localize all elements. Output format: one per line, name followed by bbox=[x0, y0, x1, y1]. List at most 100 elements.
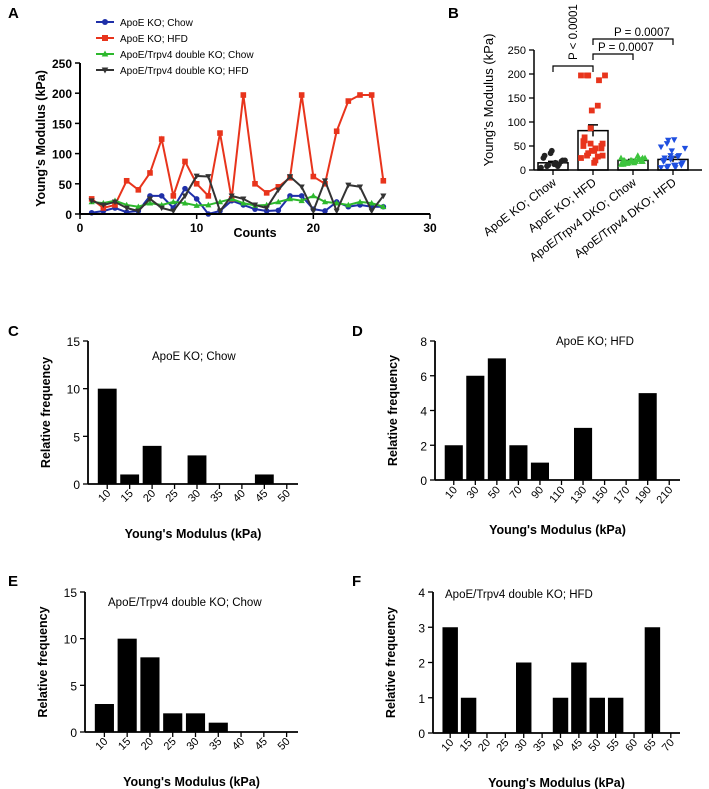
c-y-axis-title: Relative frequency bbox=[39, 357, 53, 468]
legend-marker-0 bbox=[102, 19, 108, 25]
legend-label-0: ApoE KO; Chow bbox=[120, 18, 194, 29]
data-point-s1-23 bbox=[357, 92, 363, 98]
data-point-s3-25 bbox=[380, 193, 387, 200]
y-tick-label-c-1: 5 bbox=[73, 430, 80, 444]
x-tick-label-d-0: 10 bbox=[443, 484, 460, 501]
b-point-1-23 bbox=[587, 140, 594, 147]
data-point-s1-19 bbox=[310, 173, 317, 180]
data-point-s2-21 bbox=[333, 199, 340, 206]
x-tick-label-e-8: 50 bbox=[276, 736, 293, 753]
b-y-tick-label-1: 50 bbox=[514, 141, 526, 153]
sig-label-1: P = 0.0007 bbox=[598, 42, 654, 54]
b-point-3-14 bbox=[657, 144, 665, 151]
legend-marker-2 bbox=[101, 50, 109, 57]
e-title: ApoE/Trpv4 double KO; Chow bbox=[108, 597, 262, 609]
b-point-3-2 bbox=[665, 163, 672, 170]
x-tick-label-f-6: 40 bbox=[550, 737, 567, 754]
x-tick-label-f-0: 10 bbox=[439, 737, 456, 754]
bar-c-4 bbox=[187, 455, 207, 484]
sig-label-2: P = 0.0007 bbox=[614, 27, 670, 39]
panel-a: A 0 50 100 150 200 250 0 10 20 30 Counts Young's Mod… bbox=[8, 5, 437, 240]
x-tick-label-d-1: 30 bbox=[465, 484, 482, 501]
data-point-s0-18 bbox=[298, 193, 305, 199]
data-point-s2-10 bbox=[205, 201, 212, 208]
data-point-s3-12 bbox=[228, 193, 235, 200]
b-point-1-13 bbox=[602, 72, 608, 79]
b-point-1-16 bbox=[585, 72, 592, 79]
x-tick-label-e-6: 40 bbox=[230, 736, 247, 753]
b-point-3-13 bbox=[681, 145, 689, 152]
data-point-s3-4 bbox=[135, 208, 142, 215]
x-tick-label-f-9: 55 bbox=[605, 737, 622, 754]
y-tick-label-e-2: 10 bbox=[64, 633, 78, 647]
b-point-1-19 bbox=[598, 145, 605, 152]
b-point-0-2 bbox=[545, 162, 552, 169]
b-point-3-12 bbox=[675, 153, 683, 159]
x-tick-label-d-7: 150 bbox=[590, 484, 611, 506]
y-tick-label-f-1: 1 bbox=[418, 692, 425, 706]
x-tick-label-d-5: 110 bbox=[547, 484, 567, 505]
bar-f-1 bbox=[460, 697, 477, 733]
e-x-axis-title: Young's Modulus (kPa) bbox=[123, 775, 260, 789]
y-tick-label-f-3: 3 bbox=[418, 621, 425, 635]
y-tick-label-c-2: 10 bbox=[67, 383, 81, 397]
data-point-s0-16 bbox=[275, 207, 282, 214]
b-point-1-25 bbox=[594, 153, 601, 160]
c-title: ApoE KO; Chow bbox=[152, 351, 236, 363]
x-tick-label-f-7: 45 bbox=[568, 737, 585, 754]
y-tick-label-2: 100 bbox=[52, 148, 72, 162]
x-tick-label-3: 30 bbox=[423, 221, 437, 235]
legend-label-2: ApoE/Trpv4 double KO; Chow bbox=[120, 50, 254, 61]
data-point-s3-15 bbox=[263, 205, 270, 212]
data-point-s1-7 bbox=[170, 193, 177, 199]
data-point-s2-23 bbox=[356, 198, 364, 205]
x-tick-label-f-5: 35 bbox=[531, 737, 548, 754]
data-point-s1-14 bbox=[252, 181, 258, 187]
data-point-s3-5 bbox=[146, 196, 154, 203]
data-point-s3-17 bbox=[286, 174, 294, 180]
bar-e-3 bbox=[163, 713, 183, 732]
b-point-2-22 bbox=[621, 159, 628, 166]
data-point-s1-25 bbox=[380, 177, 387, 184]
data-point-s1-18 bbox=[298, 92, 305, 98]
data-point-s1-10 bbox=[205, 193, 212, 199]
bar-f-0 bbox=[442, 627, 458, 733]
data-point-s1-15 bbox=[263, 190, 270, 196]
data-point-s3-24 bbox=[368, 208, 375, 215]
x-tick-label-0: 0 bbox=[77, 221, 84, 235]
b-point-0-12 bbox=[556, 161, 562, 168]
x-tick-label-f-2: 20 bbox=[476, 737, 493, 754]
bar-e-1 bbox=[117, 638, 137, 732]
data-point-s2-8 bbox=[181, 199, 189, 206]
y-tick-label-e-1: 5 bbox=[70, 679, 77, 693]
data-point-s2-22 bbox=[345, 201, 352, 208]
data-point-s3-8 bbox=[181, 193, 189, 200]
b-y-tick-label-3: 150 bbox=[508, 93, 526, 105]
sig-label-0: P < 0.0001 bbox=[568, 4, 580, 60]
data-point-s0-9 bbox=[193, 196, 200, 202]
x-tick-label-d-8: 170 bbox=[611, 484, 632, 506]
bar-f-6 bbox=[552, 697, 569, 733]
data-point-s3-18 bbox=[298, 184, 305, 191]
y-tick-label-e-3: 15 bbox=[64, 586, 78, 600]
x-tick-label-e-7: 45 bbox=[253, 736, 270, 753]
b-point-2-24 bbox=[628, 157, 635, 163]
b-point-0-0 bbox=[538, 164, 544, 171]
bar-d-0 bbox=[444, 445, 463, 480]
sig-bracket-2 bbox=[592, 38, 674, 45]
x-tick-label-f-10: 60 bbox=[623, 737, 640, 754]
b-point-1-20 bbox=[599, 152, 606, 159]
b-point-1-22 bbox=[581, 137, 588, 144]
data-point-s3-11 bbox=[216, 208, 224, 215]
bar-d-6 bbox=[573, 427, 593, 480]
panel-d: D ApoE KO; HFD 10 30 50 70 90 110 130 150 170 190 21… bbox=[352, 323, 680, 537]
data-point-s3-7 bbox=[170, 208, 177, 215]
panel-letter-a: A bbox=[8, 5, 19, 22]
bar-d-2 bbox=[487, 358, 506, 480]
bar-d-1 bbox=[466, 375, 485, 480]
x-tick-label-e-4: 30 bbox=[184, 736, 201, 753]
bar-f-7 bbox=[571, 662, 587, 733]
